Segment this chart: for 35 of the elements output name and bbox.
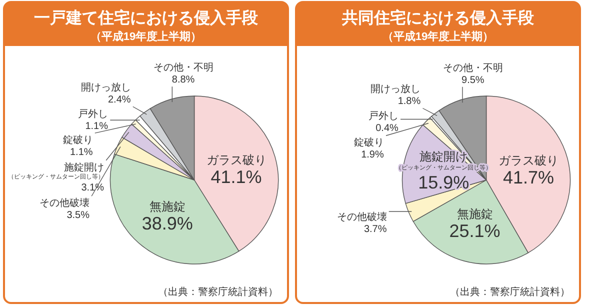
data-label: 25.1% (449, 221, 500, 242)
slice-label: 開けっ放し (370, 84, 421, 96)
text: （出典：警察庁統計資料） (158, 286, 278, 298)
slice-label: 戸外し (78, 109, 108, 120)
slice-label: ガラス破り (498, 154, 558, 168)
data-label: 1.1% (70, 147, 93, 158)
data-label: 1.1% (85, 121, 108, 132)
data-label: 41.7% (502, 168, 554, 188)
data-label: 8.8% (172, 74, 195, 86)
data-label: 0.4% (376, 123, 399, 134)
data-label: 1.8% (398, 96, 421, 108)
data-label: 41.1% (210, 166, 262, 187)
slice-label: ガラス破り (206, 152, 266, 167)
data-label: 38.9% (142, 213, 193, 234)
chart-subtitle: （平成19年度上半期） (382, 30, 494, 43)
data-label: 9.5% (462, 74, 484, 86)
slice-label: その他破壊 (336, 210, 387, 223)
slice-label: その他・不明 (442, 62, 503, 74)
slice-label: 無施錠 (456, 207, 493, 222)
data-label: 1.9% (361, 150, 384, 161)
slice-label: 開けっ放し (80, 82, 131, 94)
slice-label: その他・不明 (153, 62, 214, 74)
chart-title: 共同住宅における侵入手段 (341, 8, 535, 27)
slice-label: 錠破り (354, 136, 384, 149)
chart-subtitle: （平成19年度上半期） (90, 30, 202, 43)
data-label: 3.7% (364, 224, 387, 235)
slice-label: 戸外し (368, 111, 398, 122)
slice-label: 錠破り (62, 134, 93, 146)
chart-title: 一戸建て住宅における侵入手段 (34, 8, 259, 27)
text: （出典：警察庁統計資料） (450, 286, 570, 298)
data-label: 2.4% (108, 94, 131, 106)
slice-label: 無施錠 (149, 199, 186, 214)
slice-label: その他破壊 (39, 197, 90, 210)
data-label: 3.5% (66, 210, 90, 222)
data-label: 15.9% (418, 172, 470, 193)
